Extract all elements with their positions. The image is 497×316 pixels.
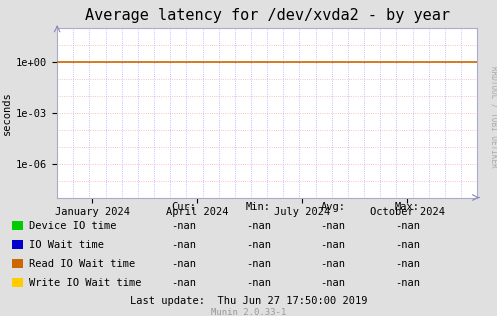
- Text: -nan: -nan: [321, 240, 345, 250]
- Text: Cur:: Cur:: [171, 202, 196, 212]
- Text: -nan: -nan: [321, 221, 345, 231]
- Text: -nan: -nan: [395, 240, 420, 250]
- Text: -nan: -nan: [171, 259, 196, 269]
- Text: Munin 2.0.33-1: Munin 2.0.33-1: [211, 308, 286, 316]
- Text: -nan: -nan: [171, 278, 196, 288]
- Text: -nan: -nan: [321, 278, 345, 288]
- Text: -nan: -nan: [395, 278, 420, 288]
- Text: RRDTOOL / TOBI OETIKER: RRDTOOL / TOBI OETIKER: [489, 66, 497, 168]
- Text: IO Wait time: IO Wait time: [29, 240, 104, 250]
- Text: -nan: -nan: [246, 221, 271, 231]
- Text: -nan: -nan: [395, 221, 420, 231]
- Title: Average latency for /dev/xvda2 - by year: Average latency for /dev/xvda2 - by year: [84, 8, 450, 23]
- Text: Device IO time: Device IO time: [29, 221, 116, 231]
- Text: -nan: -nan: [321, 259, 345, 269]
- Text: Read IO Wait time: Read IO Wait time: [29, 259, 135, 269]
- Y-axis label: seconds: seconds: [2, 91, 12, 135]
- Text: Min:: Min:: [246, 202, 271, 212]
- Text: Write IO Wait time: Write IO Wait time: [29, 278, 141, 288]
- Text: -nan: -nan: [246, 278, 271, 288]
- Text: Last update:  Thu Jun 27 17:50:00 2019: Last update: Thu Jun 27 17:50:00 2019: [130, 296, 367, 306]
- Text: -nan: -nan: [171, 240, 196, 250]
- Text: -nan: -nan: [246, 259, 271, 269]
- Text: -nan: -nan: [395, 259, 420, 269]
- Text: Avg:: Avg:: [321, 202, 345, 212]
- Text: -nan: -nan: [171, 221, 196, 231]
- Text: -nan: -nan: [246, 240, 271, 250]
- Text: Max:: Max:: [395, 202, 420, 212]
